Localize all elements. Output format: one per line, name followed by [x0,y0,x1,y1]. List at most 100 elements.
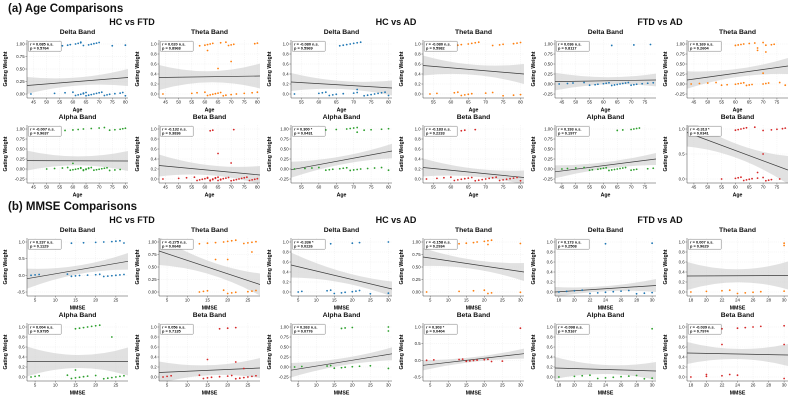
svg-text:1.0: 1.0 [151,42,158,47]
svg-text:0.5: 0.5 [19,256,26,261]
confidence-band [27,253,128,289]
trend-line [423,354,524,366]
y-axis-label: Gating Weight [3,334,9,369]
svg-text:24: 24 [735,382,740,387]
svg-text:0.4: 0.4 [151,72,158,77]
svg-text:p = 0.1977: p = 0.1977 [558,131,577,136]
svg-text:18: 18 [556,297,561,302]
section-title-mmse: (b) MMSE Comparisons [8,201,793,214]
svg-text:0.00: 0.00 [280,365,289,370]
y-axis-label: Gating Weight [531,334,537,369]
stats-annotation: r = -0.275 n.s.p = 0.0648 [160,239,193,249]
svg-text:0.75: 0.75 [280,335,289,340]
band-title: Alpha Band [323,311,361,320]
y-axis-label: Gating Weight [135,249,141,284]
svg-text:55: 55 [57,99,62,104]
svg-text:45: 45 [692,99,697,104]
trend-line [291,151,392,170]
svg-text:0.4: 0.4 [547,270,554,275]
svg-text:70: 70 [351,99,356,104]
y-axis-label: Gating Weight [3,249,9,284]
svg-text:80: 80 [386,99,391,104]
band-title: Delta Band [324,28,360,37]
svg-text:0.0: 0.0 [547,290,554,295]
y-tick-labels: -0.50.00.51.0 [17,240,27,295]
svg-text:22: 22 [588,297,593,302]
svg-text:65: 65 [334,184,339,189]
svg-text:26: 26 [619,297,624,302]
y-tick-labels: -0.250.000.250.500.751.00 [543,127,555,182]
svg-text:0.50: 0.50 [280,147,289,152]
svg-text:65: 65 [334,99,339,104]
svg-text:0.6: 0.6 [283,62,290,67]
svg-text:0.4: 0.4 [283,72,290,77]
y-tick-labels: -0.250.000.250.500.751.00 [543,42,555,97]
svg-text:60: 60 [448,99,453,104]
svg-text:10: 10 [314,382,319,387]
svg-text:75: 75 [643,99,648,104]
svg-text:70: 70 [761,184,766,189]
svg-text:0.50: 0.50 [280,345,289,350]
svg-text:20: 20 [482,297,487,302]
x-axis-label: MMSE [334,391,350,397]
svg-text:45: 45 [31,184,36,189]
comparison-title: FTD vs AD [637,17,682,28]
band-title: Alpha Band [587,311,625,320]
svg-text:25: 25 [500,297,505,302]
svg-text:0.0: 0.0 [415,358,422,363]
y-tick-labels: 0.00.20.40.60.81.0 [415,42,423,97]
band-title: Alpha Band [323,113,361,122]
svg-text:0.0: 0.0 [19,375,26,380]
svg-text:15: 15 [464,297,469,302]
svg-text:25: 25 [113,297,118,302]
svg-text:0.8: 0.8 [283,52,290,57]
svg-text:70: 70 [97,99,102,104]
svg-text:26: 26 [751,297,756,302]
stats-annotation: r = 0.085 n.s.p = 0.5764 [28,41,61,51]
svg-text:28: 28 [634,382,639,387]
svg-text:0.8: 0.8 [679,335,686,340]
svg-text:60: 60 [601,99,606,104]
y-axis-label: Gating Weight [135,51,141,86]
svg-text:0.8: 0.8 [151,52,158,57]
svg-text:70: 70 [629,99,634,104]
svg-text:1.0: 1.0 [283,42,290,47]
svg-text:20: 20 [704,382,709,387]
svg-text:0.50: 0.50 [544,62,553,67]
svg-text:55: 55 [189,99,194,104]
svg-text:55: 55 [431,184,436,189]
svg-text:0.75: 0.75 [16,137,25,142]
svg-text:0.50: 0.50 [544,147,553,152]
svg-text:60: 60 [71,184,76,189]
svg-text:50: 50 [573,184,578,189]
svg-text:30: 30 [518,382,523,387]
y-axis-label: Gating Weight [267,334,273,369]
y-axis-label: Gating Weight [399,51,405,86]
svg-text:1.0: 1.0 [19,325,26,330]
band-title: Alpha Band [59,113,97,122]
svg-text:70: 70 [229,184,234,189]
svg-text:0.0: 0.0 [679,375,686,380]
svg-text:25: 25 [368,297,373,302]
y-tick-labels: 0.000.250.500.751.00 [16,42,27,97]
svg-text:30: 30 [782,297,787,302]
svg-text:30: 30 [518,297,523,302]
y-axis-label: Gating Weight [663,249,669,284]
